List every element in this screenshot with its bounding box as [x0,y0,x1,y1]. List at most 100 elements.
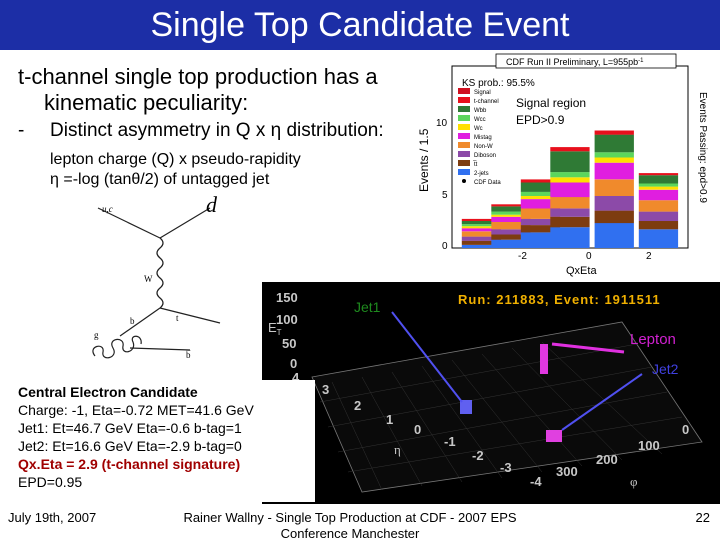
signal-region-label: Signal region [516,96,586,110]
info-jet2: Jet2: Et=16.6 GeV Eta=-2.9 b-tag=0 [18,438,242,454]
stack-5-ttbar [638,221,679,230]
stack-3-zjets [550,227,590,248]
legend-swatch-wbb [458,106,470,112]
stack-4-tchannel [594,130,634,135]
stack-2-wcc [520,191,561,196]
legend-swatch-tchannel [458,97,470,103]
jet2-arrow [561,373,643,431]
legend-mistag: Mistag [474,135,492,141]
plot-xtick-m2: -2 [518,251,527,262]
stack-5-tchannel [638,173,679,176]
legend-swatch-ttbar [458,160,470,166]
info-title: Central Electron Candidate [18,384,198,400]
phi-axis-label: φ [630,474,638,489]
legend-wc: Wc [474,126,483,132]
stack-1-zjets [491,239,531,248]
stack-5-nonw [638,200,679,212]
eta-tick-4: 4 [292,370,300,385]
stack-1-wc [491,214,531,217]
phi-tick-100: 100 [638,438,660,453]
stack-3-ttbar [550,216,590,228]
stack-3-tchannel [550,147,590,152]
intro-line-2: kinematic peculiarity: [44,90,249,115]
eta-tick-m1: -1 [444,434,456,449]
et-tick-100: 100 [276,312,298,327]
legend-zjets: 2-jets [474,171,489,177]
info-charge: Charge: -1, Eta=-0.72 MET=41.6 GeV [18,402,254,418]
eta-tick-3: 3 [322,382,329,397]
stack-2-wbb [520,182,561,192]
plot-xtick-0: 0 [586,251,592,262]
jet1-arrow [391,311,463,403]
stack-3-mistag [550,182,590,198]
event-display: Jet1 Run: 211883, Event: 1911511 Lepton … [262,282,720,504]
stack-5-mistag [638,189,679,201]
stack-1-mistag [491,216,531,222]
plot-ks-prob: KS prob.: 95.5% [462,78,535,89]
footer-date: July 19th, 2007 [8,510,97,525]
stack-4-wbb [594,134,634,153]
stack-0-tchannel [461,218,502,221]
eta-tick-1: 1 [386,412,393,427]
w-boson-line [156,237,164,309]
stack-0-wcc [461,224,502,227]
et-tick-150: 150 [276,290,298,305]
feynman-diagram: u,c d W b t g b̅ [92,192,221,360]
stack-1-tchannel [491,204,531,207]
stack-5-wc [638,186,679,190]
plot-ylabel: Events / 1.5 [417,128,431,192]
stack-0-nonw [461,231,502,237]
plot-ytick-10: 10 [436,118,448,129]
intro-text: t-channel single top production has a ki… [18,64,428,116]
phi-tick-0: 0 [682,422,689,437]
quark-line-out [159,207,211,239]
eta-phi-grid [311,321,703,493]
stack-3-wcc [550,172,590,178]
legend-data: CDF Data [474,180,501,186]
stack-0-zjets [461,244,502,248]
plot-header: CDF Run II Preliminary, L=955pb-1 [506,57,644,67]
diagram-label-uc: u,c [102,204,113,214]
phi-tick-300: 300 [556,464,578,479]
stack-1-nonw [491,222,531,230]
jet1-label: Jet1 [354,299,381,315]
stack-2-wc [520,196,561,200]
jet2-label: Jet2 [652,361,679,377]
stack-2-nonw [520,208,561,219]
footer-center-line-2: Conference Manchester [280,526,420,541]
stack-5-diboson [638,211,679,221]
qxeta-plot: Events / 1.5 CDF Run II Preliminary, L=9… [417,53,708,277]
legend-nonw: Non-W [474,144,493,150]
legend-signal: Signal [474,90,491,96]
stack-3-nonw [550,197,590,209]
diagram-label-w: W [144,274,153,284]
legend-wbb: Wbb [474,108,487,114]
jet1-tower [460,400,472,414]
page-number: 22 [695,510,710,525]
stack-4-zjets [594,223,634,248]
eta-tick-0: 0 [414,422,421,437]
legend-ttbar: t̅t [473,161,478,168]
info-epd: EPD=0.95 [18,474,83,490]
stack-4-nonw [594,179,634,196]
stack-1-ttbar [491,234,531,240]
lepton-label: Lepton [630,331,676,348]
diagram-label-b: b [130,316,135,326]
stack-4-wcc [594,152,634,158]
stack-0-wc [461,226,502,229]
plot-legend: Signal t-channel Wbb Wcc Wc Mistag Non-W… [458,88,501,186]
legend-tchannel: t-channel [474,99,499,105]
plot-xtick-2: 2 [646,251,652,262]
bullet-row: - Distinct asymmetry in Q x η distributio… [18,120,384,142]
bullet-dash: - [18,120,25,141]
slide-title: Single Top Candidate Event [150,6,570,44]
stack-2-diboson [520,218,561,226]
eta-axis-label: η [394,442,401,457]
phi-tick-200: 200 [596,452,618,467]
stack-1-diboson [491,229,531,235]
legend-swatch-data [462,179,466,183]
eta-tick-m4: -4 [530,474,542,489]
stack-3-diboson [550,208,590,217]
bullet-text: Distinct asymmetry in Q x η distribution… [50,120,384,141]
gluon-line [92,335,142,359]
